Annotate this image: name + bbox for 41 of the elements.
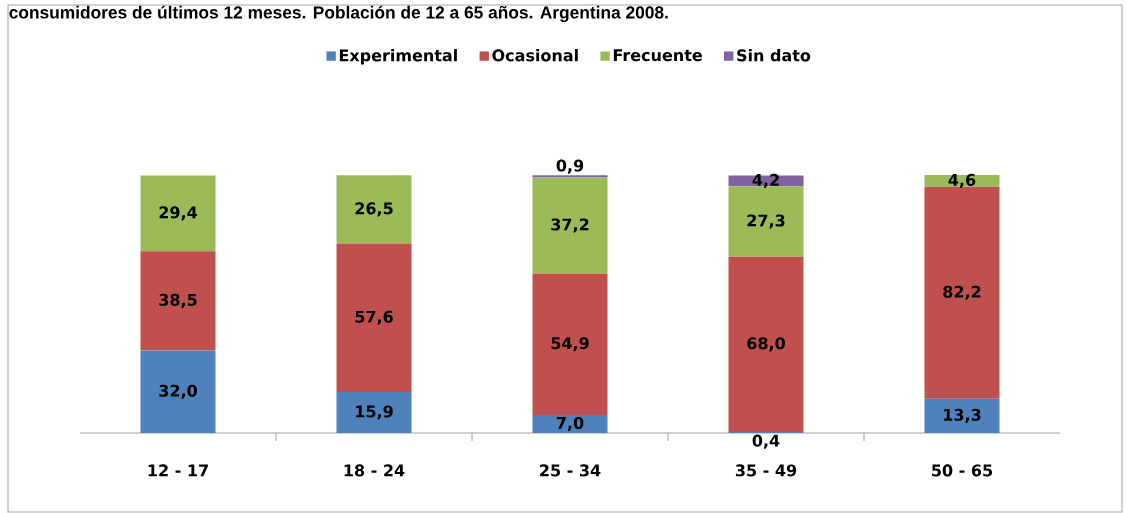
data-label: 68,0: [747, 337, 785, 352]
x-tick-label: 18 - 24: [344, 464, 405, 477]
chart-title: consumidores de últimos 12 meses. Población de 12 a 65 años. Argentina 2008.: [9, 5, 668, 23]
data-label: 4,2: [752, 173, 779, 188]
data-label: 0,9: [556, 159, 584, 174]
bar: [140, 175, 216, 252]
data-label: 27,3: [747, 214, 785, 229]
legend-label: Experimental: [339, 49, 457, 65]
bar: [924, 398, 1000, 433]
data-label: 0,4: [752, 434, 780, 449]
bar: [532, 414, 608, 433]
data-label: 57,6: [355, 310, 393, 325]
data-label: 7,0: [556, 416, 584, 432]
bar: [728, 186, 804, 257]
bar: [532, 177, 608, 274]
data-label: 26,5: [355, 202, 393, 217]
data-label: 54,9: [551, 337, 589, 352]
x-tick-label: 25 - 34: [540, 464, 601, 477]
legend-label: Sin dato: [737, 49, 811, 62]
data-label: 15,9: [356, 405, 393, 420]
data-label: 4,6: [948, 173, 976, 188]
x-tick-label: 35 - 49: [735, 464, 797, 477]
bar: [336, 392, 412, 433]
bar: [924, 186, 1000, 399]
data-label: 82,2: [943, 285, 981, 300]
data-label: 38,5: [159, 293, 197, 308]
bar: [532, 175, 608, 178]
bar: [336, 243, 412, 393]
legend-label: Ocasional: [492, 49, 578, 62]
data-label: 13,3: [944, 408, 981, 423]
x-tick-label: 12 - 17: [148, 464, 208, 477]
bar: [532, 273, 608, 415]
bar: [336, 175, 412, 244]
legend-label: Frecuente: [613, 49, 702, 62]
data-label: 37,2: [551, 218, 589, 233]
data-label: 29,4: [159, 206, 198, 221]
x-tick-label: 50 - 65: [932, 464, 993, 477]
data-label: 32,0: [159, 384, 197, 399]
bar: [140, 350, 216, 433]
bar: [140, 251, 216, 351]
bar: [728, 256, 804, 432]
